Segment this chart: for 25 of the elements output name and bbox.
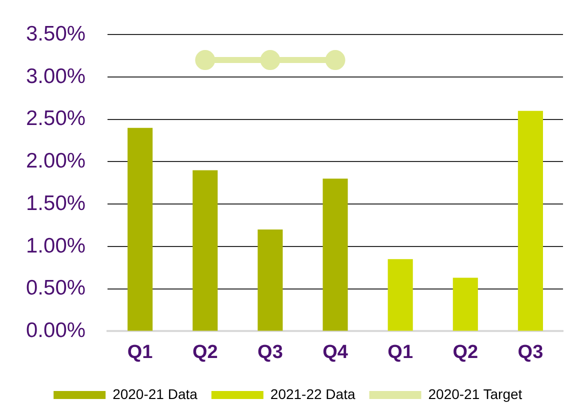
x-tick-label: Q2 [452, 342, 478, 363]
y-tick-label: 2.50% [26, 107, 86, 130]
x-tick-label: Q4 [322, 342, 348, 363]
y-tick-label: 3.00% [26, 64, 86, 88]
x-tick-label: Q1 [388, 342, 414, 363]
x-tick-label: Q3 [518, 342, 544, 363]
legend-label: 2021-22 Data [270, 386, 356, 402]
bar [388, 259, 413, 331]
y-tick-label: 2.00% [26, 150, 86, 173]
y-tick-label: 0.00% [26, 318, 86, 342]
y-tick-label: 1.50% [26, 192, 86, 215]
legend-label: 2020-21 Data [112, 386, 198, 402]
bar [128, 128, 153, 331]
x-tick-label: Q3 [258, 342, 283, 363]
y-tick-label: 3.50% [26, 22, 86, 46]
bar [452, 278, 478, 331]
x-tick-label: Q1 [127, 342, 154, 363]
legend-label: 2020-21 Target [428, 386, 522, 402]
bar [322, 178, 348, 331]
y-tick-label: 1.00% [26, 234, 86, 258]
y-tick-label: 0.50% [26, 276, 86, 300]
bar [192, 170, 218, 331]
x-tick-label: Q2 [192, 342, 218, 363]
bar [258, 230, 283, 331]
bar [518, 110, 543, 331]
